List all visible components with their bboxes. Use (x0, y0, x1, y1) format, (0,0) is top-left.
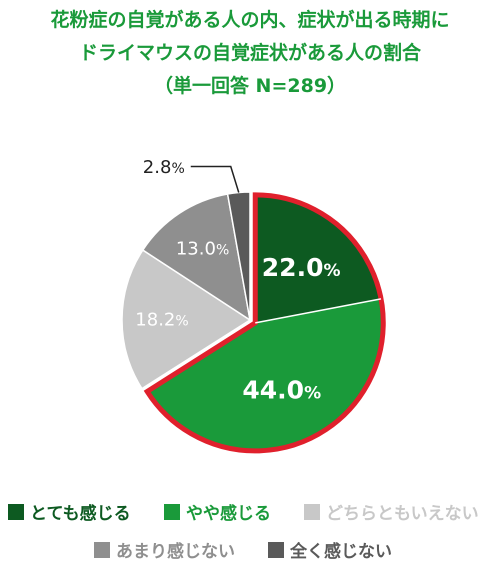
label-not-at-all: 2.8% (143, 157, 185, 178)
highlight-outline (143, 192, 386, 454)
leader-line (190, 165, 240, 193)
legend-swatch (94, 541, 110, 558)
legend-item-not-much: あまり感じない (94, 537, 235, 562)
title-line-1: 花粉症の自覚がある人の内、症状が出る時期に (50, 9, 450, 31)
label-neutral: 18.2% (135, 310, 188, 331)
legend-item-somewhat: やや感じる (164, 499, 271, 524)
label-very: 22.0% (262, 253, 341, 282)
legend-label: 全く感じない (290, 542, 392, 562)
slice-divider (255, 298, 382, 324)
legend-label: とても感じる (30, 504, 131, 524)
label-somewhat: 44.0% (242, 376, 321, 405)
legend-item-not-at-all: 全く感じない (268, 537, 392, 562)
label-not-much: 13.0% (176, 239, 229, 260)
legend-swatch (8, 503, 24, 520)
legend-label: やや感じる (186, 504, 271, 524)
chart-subtitle: （単一回答 N=289） (153, 75, 347, 97)
legend-item-very: とても感じる (8, 499, 131, 524)
slice-neutral (121, 249, 252, 390)
slice-very (255, 194, 381, 323)
legend-label: どちらともいえない (326, 504, 479, 524)
slice-not-much (141, 193, 252, 322)
legend-label: あまり感じない (116, 542, 235, 562)
legend-swatch (268, 541, 284, 558)
legend-swatch (304, 503, 320, 520)
title-line-2: ドライマウスの自覚症状がある人の割合 (78, 42, 421, 64)
legend-swatch (164, 503, 180, 520)
legend-item-neutral: どちらともいえない (304, 499, 479, 524)
chart-title: 花粉症の自覚がある人の内、症状が出る時期に ドライマウスの自覚症状がある人の割合… (0, 4, 500, 103)
slice-not-at-all (226, 191, 251, 321)
slice-somewhat (147, 298, 384, 451)
